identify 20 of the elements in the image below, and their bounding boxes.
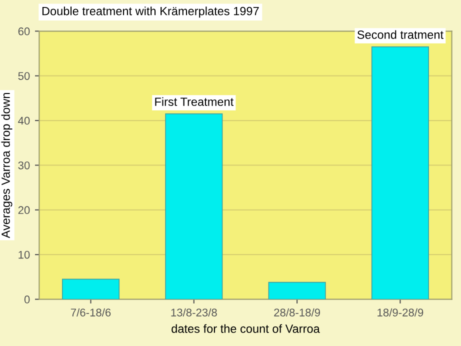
y-tick-label: 0 bbox=[24, 296, 30, 304]
x-tick-label: 7/6-18/6 bbox=[70, 308, 111, 316]
y-tick-label: 50 bbox=[18, 72, 30, 80]
bar bbox=[371, 46, 429, 300]
annotation: Second tratment bbox=[357, 30, 444, 39]
y-tick-label: 40 bbox=[18, 116, 30, 125]
annotation: First Treatment bbox=[155, 97, 234, 106]
x-tick-label: 18/9-28/9 bbox=[378, 308, 424, 316]
y-tick-label: 20 bbox=[18, 206, 30, 214]
y-tick-label: 60 bbox=[18, 27, 30, 36]
y-tick-label: 30 bbox=[18, 161, 30, 170]
x-axis-title: dates for the count of Varroa bbox=[172, 324, 320, 333]
chart-title: Double treatment with Krämerplates 1997 bbox=[42, 6, 259, 18]
y-axis-title: Averages Varroa drop down bbox=[1, 93, 12, 238]
x-tick-label: 13/8-23/8 bbox=[171, 308, 217, 316]
bar bbox=[165, 113, 223, 300]
y-tick-label: 10 bbox=[18, 250, 30, 259]
bar bbox=[268, 282, 326, 300]
bar bbox=[62, 278, 120, 300]
x-tick-label: 28/8-18/9 bbox=[274, 308, 320, 316]
